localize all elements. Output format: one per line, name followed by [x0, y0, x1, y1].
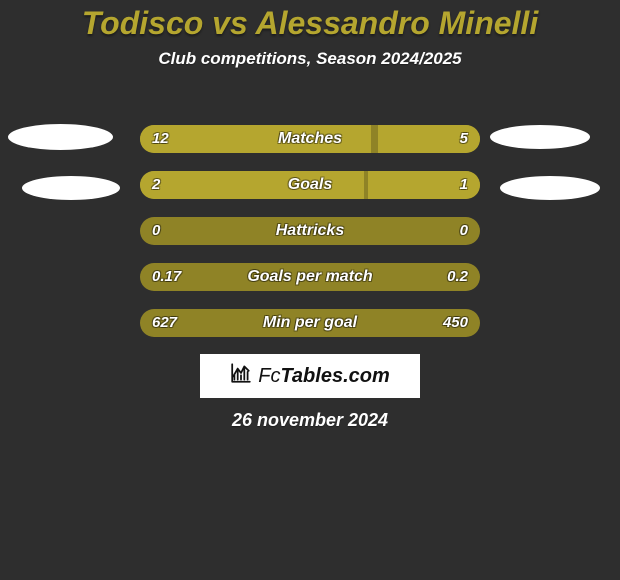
subtitle: Club competitions, Season 2024/2025: [0, 49, 620, 69]
stat-label: Hattricks: [140, 217, 480, 245]
decorative-ellipse: [8, 124, 113, 150]
stat-row: 627Min per goal450: [140, 309, 480, 337]
stat-value-right: 0: [460, 217, 468, 245]
date-label: 26 november 2024: [0, 410, 620, 431]
stat-value-right: 1: [460, 171, 468, 199]
stat-row: 2Goals1: [140, 171, 480, 199]
stat-label: Goals per match: [140, 263, 480, 291]
stat-value-right: 0.2: [447, 263, 468, 291]
logo-text: FcTables.com: [258, 365, 390, 388]
fctables-logo: FcTables.com: [200, 354, 420, 398]
stat-value-right: 450: [443, 309, 468, 337]
page-title: Todisco vs Alessandro Minelli: [0, 0, 620, 41]
stat-label: Matches: [140, 125, 480, 153]
logo-suffix: Tables.com: [280, 365, 389, 387]
stat-value-right: 5: [460, 125, 468, 153]
logo-prefix: Fc: [258, 365, 280, 387]
decorative-ellipse: [22, 176, 120, 200]
stat-label: Min per goal: [140, 309, 480, 337]
bar-chart-icon: [230, 362, 252, 390]
comparison-infographic: Todisco vs Alessandro Minelli Club compe…: [0, 0, 620, 580]
decorative-ellipse: [490, 125, 590, 149]
stat-row: 0.17Goals per match0.2: [140, 263, 480, 291]
stat-bars: 12Matches5 2Goals1 0Hattricks0 0.17Goals pe…: [140, 125, 480, 355]
decorative-ellipse: [500, 176, 600, 200]
stat-row: 0Hattricks0: [140, 217, 480, 245]
stat-row: 12Matches5: [140, 125, 480, 153]
stat-label: Goals: [140, 171, 480, 199]
